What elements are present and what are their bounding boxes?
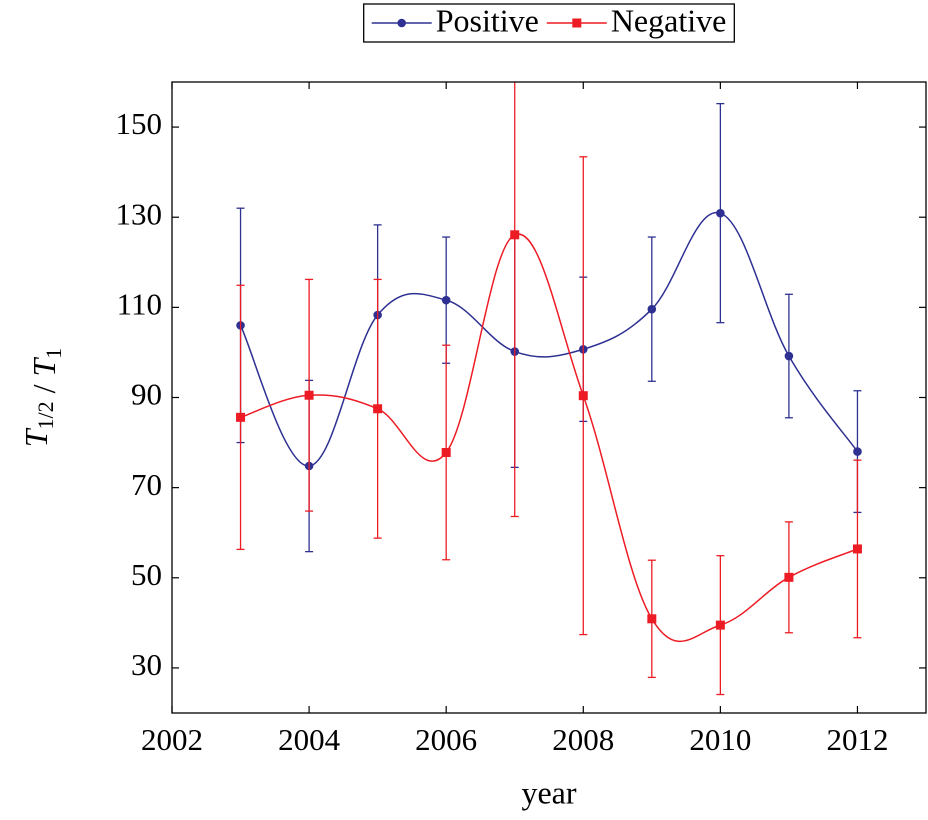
plot-frame — [171, 81, 927, 714]
x-tick-label: 2004 — [278, 722, 341, 757]
axes — [171, 82, 926, 713]
legend-label: Positive — [436, 2, 539, 38]
marker — [784, 351, 794, 361]
marker — [510, 230, 520, 240]
marker — [852, 544, 862, 554]
series-line — [239, 212, 859, 467]
x-tick-label: 2006 — [415, 722, 477, 757]
x-tick-label: 2010 — [689, 722, 751, 757]
x-axis-label: year — [521, 774, 576, 810]
y-tick-label: 150 — [116, 106, 163, 141]
marker — [236, 412, 246, 422]
marker — [647, 304, 657, 314]
y-label-part: T — [18, 427, 54, 447]
y-tick-label: 110 — [117, 286, 162, 321]
marker — [716, 208, 725, 218]
y-tick-label: 130 — [116, 196, 163, 231]
marker — [441, 295, 451, 305]
y-tick-label: 90 — [131, 377, 162, 412]
x-tick-label: 2012 — [826, 722, 888, 757]
marker — [647, 614, 657, 624]
marker — [578, 391, 588, 401]
legend-item: Positive — [371, 2, 539, 38]
marker — [853, 447, 862, 456]
legend: Positive Negative — [363, 2, 735, 43]
marker — [572, 18, 582, 28]
legend-item: Negative — [546, 2, 727, 38]
x-tick-label: 2002 — [141, 722, 203, 757]
y-label-part: / — [26, 376, 62, 401]
marker — [373, 404, 383, 414]
y-axis-label: T1/2 / T1 — [18, 348, 66, 448]
plot-area — [236, 82, 862, 696]
marker — [715, 620, 725, 630]
x-tick-label: 2008 — [552, 722, 614, 757]
y-tick-label: 70 — [131, 467, 162, 502]
y-label-sub: 1/2 — [33, 401, 58, 429]
y-label-part: T — [26, 356, 62, 376]
marker — [304, 390, 314, 400]
y-label-text: T1/2 / T1 — [18, 348, 66, 448]
marker — [397, 18, 406, 28]
series-line — [240, 233, 858, 642]
marker — [784, 572, 794, 582]
marker — [441, 447, 451, 457]
legend-label: Negative — [611, 2, 727, 38]
y-tick-label: 30 — [131, 647, 162, 682]
y-tick-label: 50 — [131, 557, 162, 592]
y-label-sub: 1 — [41, 348, 66, 359]
